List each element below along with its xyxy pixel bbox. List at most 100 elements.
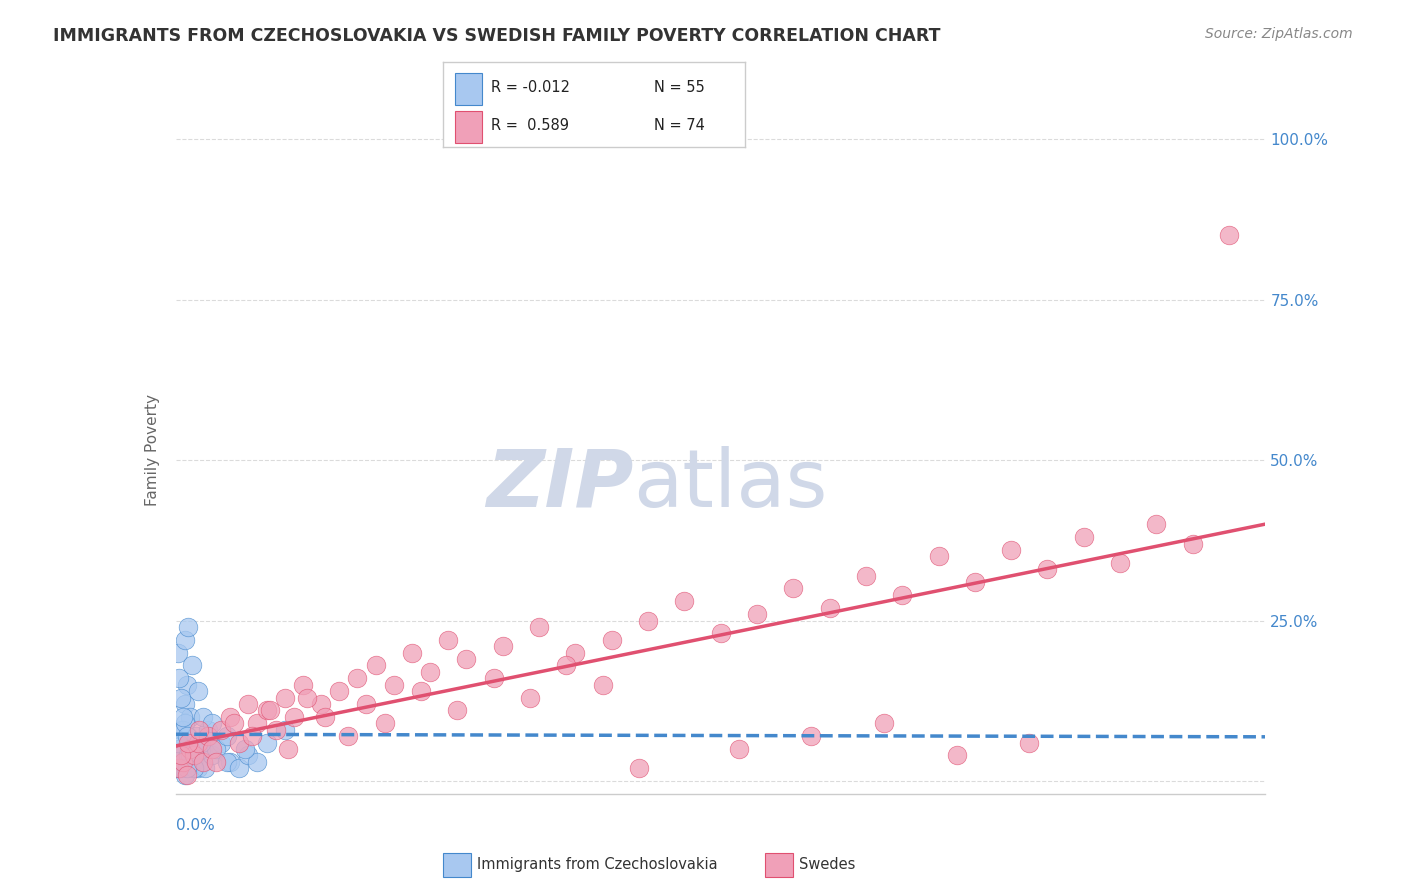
Point xyxy=(184,729,207,743)
Point xyxy=(274,690,297,705)
Point xyxy=(1181,536,1204,550)
Point xyxy=(527,620,550,634)
Point xyxy=(256,703,278,717)
Point xyxy=(710,626,733,640)
Point xyxy=(177,729,200,743)
Point xyxy=(176,748,198,763)
Point xyxy=(176,678,198,692)
Point xyxy=(197,729,219,743)
Point xyxy=(181,755,204,769)
Point xyxy=(409,684,432,698)
Point xyxy=(190,735,212,749)
Point xyxy=(277,742,299,756)
Point xyxy=(204,755,226,769)
Text: ZIP: ZIP xyxy=(486,446,633,524)
Point xyxy=(1109,556,1132,570)
Point xyxy=(382,678,405,692)
Bar xyxy=(456,111,482,143)
Bar xyxy=(765,853,793,877)
Point xyxy=(437,632,460,647)
Point xyxy=(240,729,263,743)
Point xyxy=(1073,530,1095,544)
Point xyxy=(800,729,823,743)
Point xyxy=(176,767,198,781)
Point xyxy=(170,723,193,737)
Point xyxy=(873,716,896,731)
Point xyxy=(176,761,198,775)
Text: Swedes: Swedes xyxy=(799,857,855,872)
Point xyxy=(201,748,224,763)
Point xyxy=(256,735,278,749)
Point xyxy=(166,646,188,660)
Point xyxy=(172,755,194,769)
Point xyxy=(374,716,396,731)
Point xyxy=(209,723,232,737)
Point xyxy=(291,678,314,692)
Point xyxy=(314,710,336,724)
Point xyxy=(264,723,287,737)
Text: 0.0%: 0.0% xyxy=(176,818,215,833)
Point xyxy=(188,723,211,737)
Point xyxy=(337,729,360,743)
Point xyxy=(492,639,515,653)
Point xyxy=(183,748,205,763)
Point xyxy=(745,607,768,622)
Point xyxy=(401,646,423,660)
Point xyxy=(295,690,318,705)
Point xyxy=(169,761,191,775)
Point xyxy=(188,742,211,756)
Point xyxy=(183,761,205,775)
Point xyxy=(219,755,242,769)
Point xyxy=(564,646,586,660)
Text: Immigrants from Czechoslovakia: Immigrants from Czechoslovakia xyxy=(477,857,718,872)
Point xyxy=(170,761,193,775)
Point xyxy=(928,549,950,564)
Text: atlas: atlas xyxy=(633,446,828,524)
Point xyxy=(173,632,195,647)
Point xyxy=(592,678,614,692)
Point xyxy=(177,748,200,763)
Point xyxy=(600,632,623,647)
Text: Source: ZipAtlas.com: Source: ZipAtlas.com xyxy=(1205,27,1353,41)
Point xyxy=(855,568,877,582)
Point xyxy=(179,748,201,763)
Point xyxy=(176,729,198,743)
Point xyxy=(356,697,378,711)
Point xyxy=(1000,543,1022,558)
Point xyxy=(1218,228,1240,243)
Point xyxy=(274,723,297,737)
Point xyxy=(197,729,219,743)
Point xyxy=(186,684,209,698)
Point xyxy=(173,716,195,731)
Point xyxy=(782,582,804,596)
Point xyxy=(238,697,260,711)
Point xyxy=(627,761,650,775)
Text: N = 74: N = 74 xyxy=(655,119,706,134)
Point xyxy=(183,755,205,769)
Bar xyxy=(443,853,471,877)
Point xyxy=(1146,517,1168,532)
Point xyxy=(179,735,201,749)
Point xyxy=(419,665,441,679)
Point xyxy=(181,658,204,673)
Point xyxy=(169,671,191,685)
Point xyxy=(963,575,986,590)
Point xyxy=(456,652,478,666)
Point xyxy=(222,716,245,731)
Point xyxy=(177,620,200,634)
Point xyxy=(346,671,368,685)
Point xyxy=(186,735,209,749)
Point xyxy=(1036,562,1059,576)
Point xyxy=(190,742,212,756)
Point xyxy=(259,703,281,717)
Text: IMMIGRANTS FROM CZECHOSLOVAKIA VS SWEDISH FAMILY POVERTY CORRELATION CHART: IMMIGRANTS FROM CZECHOSLOVAKIA VS SWEDIS… xyxy=(53,27,941,45)
Point xyxy=(172,723,194,737)
Text: R =  0.589: R = 0.589 xyxy=(491,119,569,134)
Bar xyxy=(456,72,482,105)
Point xyxy=(172,710,194,724)
Point xyxy=(519,690,541,705)
Point xyxy=(169,742,191,756)
Point xyxy=(233,742,256,756)
Point xyxy=(238,748,260,763)
Point xyxy=(228,735,250,749)
